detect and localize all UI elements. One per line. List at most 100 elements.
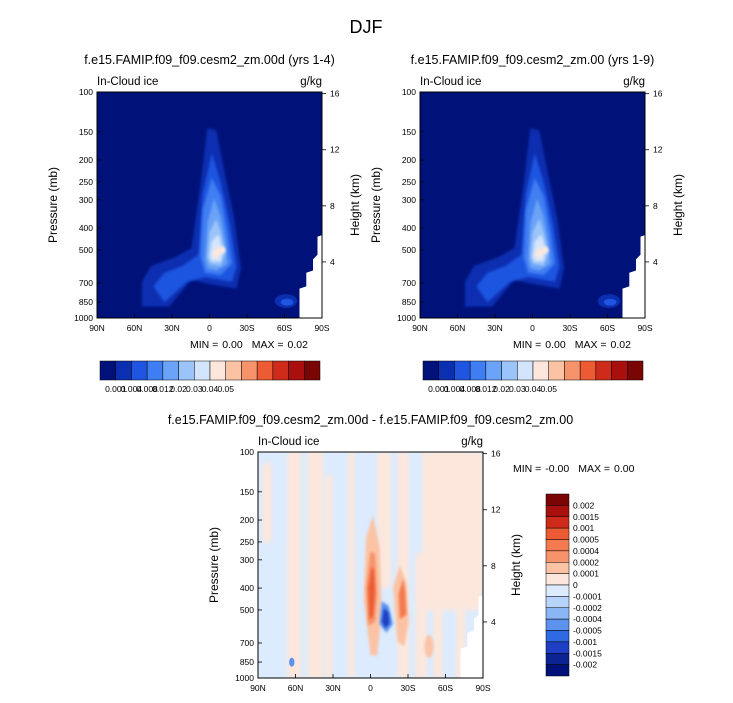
colorbar-label: -0.0015: [573, 648, 602, 658]
x-tick-label: 60N: [288, 683, 304, 693]
colorbar-label: 0.03: [186, 384, 203, 394]
y-tick-label: 300: [240, 555, 254, 565]
colorbar-label: 0.04: [202, 384, 219, 394]
field-label: In-Cloud ice: [420, 76, 481, 88]
stat-max-label: MAX =: [575, 339, 607, 351]
y-tick-label: 300: [79, 195, 93, 205]
colorbar-swatch: [545, 550, 570, 563]
colorbar-label: 0.001: [105, 384, 127, 394]
colorbar-label: 0.004: [121, 384, 143, 394]
colorbar-swatch: [209, 360, 226, 381]
colorbar-swatch: [131, 360, 148, 381]
colorbar-swatch: [545, 630, 570, 643]
x-tick-label: 90S: [475, 683, 490, 693]
y-tick-label: 850: [79, 297, 93, 307]
colorbar-label: 0.004: [444, 384, 466, 394]
y-axis-label: Pressure (mb): [369, 167, 383, 243]
x-tick-label: 30N: [487, 323, 503, 333]
min-max-stats: MIN = 0.00 MAX = 0.02: [190, 339, 308, 351]
min-max-stats: MIN = -0.00 MAX = 0.00: [513, 463, 635, 475]
stat-max: 0.02: [288, 339, 309, 351]
y-tick-label: 200: [402, 155, 416, 165]
colorbar-swatch: [272, 360, 289, 381]
colorbar-swatch: [595, 360, 612, 381]
y2-tick-label: 12: [653, 145, 663, 155]
y-tick-label: 700: [240, 638, 254, 648]
colorbar-label: 0.012: [152, 384, 174, 394]
colorbar-swatch: [545, 618, 570, 631]
figure-title: DJF: [350, 17, 383, 37]
terrain-mask: [299, 235, 322, 318]
y-tick-label: 400: [240, 583, 254, 593]
colorbar-label: 0.001: [428, 384, 450, 394]
colorbar-swatch: [146, 360, 164, 381]
colorbar-swatch: [545, 607, 570, 620]
diff-patch-near-zero: [307, 452, 324, 678]
x-tick-label: 60S: [277, 323, 292, 333]
x-tick-label: 30S: [562, 323, 577, 333]
y-tick-label: 100: [240, 447, 254, 457]
colorbar-swatch: [288, 360, 305, 381]
y2-axis-label: Height (km): [348, 174, 362, 236]
y2-tick-label: 4: [330, 257, 335, 267]
colorbar-swatch: [545, 653, 570, 665]
colorbar-swatch: [422, 360, 439, 381]
colorbar-label: 0.03: [509, 384, 526, 394]
contour-level-0.04: [211, 245, 221, 260]
x-tick-label: 30N: [164, 323, 180, 333]
colorbar-swatch: [627, 360, 644, 381]
x-tick-label: 60N: [127, 323, 143, 333]
stat-min-label: MIN =: [513, 339, 541, 351]
colorbar-swatch: [545, 664, 570, 677]
diff-patch-near-zero: [415, 553, 427, 678]
y-tick-label: 1000: [235, 673, 254, 683]
diff-neg-arctic: [289, 657, 295, 667]
y-tick-label: 250: [402, 177, 416, 187]
y-tick-label: 400: [402, 223, 416, 233]
panel-title: f.e15.FAMIP.f09_f09.cesm2_zm.00 (yrs 1-9…: [411, 53, 655, 67]
colorbar-label: 0.0015: [573, 512, 599, 522]
field-contours: [97, 92, 322, 318]
field-contours: [258, 452, 483, 678]
stat-max-label: MAX =: [578, 463, 610, 475]
y2-tick-label: 8: [491, 561, 496, 571]
y2-tick-label: 12: [330, 145, 340, 155]
peak-marker: [218, 246, 226, 254]
terrain-mask: [460, 595, 483, 678]
colorbar-swatch: [545, 641, 570, 654]
contour-blob-south-inner: [603, 298, 617, 306]
y-tick-label: 850: [240, 657, 254, 667]
diff-pos-0.0005: [368, 567, 375, 620]
y2-tick-label: 4: [653, 257, 658, 267]
x-tick-label: 0: [368, 683, 373, 693]
y-tick-label: 200: [79, 155, 93, 165]
y2-tick-label: 16: [491, 449, 501, 459]
colorbar-label: 0.008: [137, 384, 159, 394]
colorbar-swatch: [545, 573, 570, 586]
y-tick-label: 1000: [397, 313, 416, 323]
x-tick-label: 90N: [89, 323, 105, 333]
y-tick-label: 400: [79, 223, 93, 233]
panel-top-right: f.e15.FAMIP.f09_f09.cesm2_zm.00 (yrs 1-9…: [369, 53, 685, 394]
stat-min: 0.00: [222, 339, 243, 351]
y2-axis-label: Height (km): [671, 174, 685, 236]
colorbar-label: 0: [573, 580, 578, 590]
colorbar-swatch: [517, 360, 534, 381]
y2-tick-label: 4: [491, 617, 496, 627]
y-tick-label: 850: [402, 297, 416, 307]
x-tick-label: 30N: [325, 683, 341, 693]
colorbar-swatch: [485, 360, 502, 381]
colorbar-swatch: [469, 360, 487, 381]
stat-min-label: MIN =: [190, 339, 218, 351]
colorbar-label: 0.001: [573, 523, 595, 533]
y-tick-label: 700: [402, 278, 416, 288]
panel-difference: f.e15.FAMIP.f09_f09.cesm2_zm.00d - f.e15…: [168, 413, 635, 693]
y-tick-label: 250: [240, 537, 254, 547]
y-tick-label: 300: [402, 195, 416, 205]
colorbar-label: 0.0002: [573, 557, 599, 567]
colorbar-label: 0.05: [540, 384, 557, 394]
field-contours: [420, 92, 645, 318]
